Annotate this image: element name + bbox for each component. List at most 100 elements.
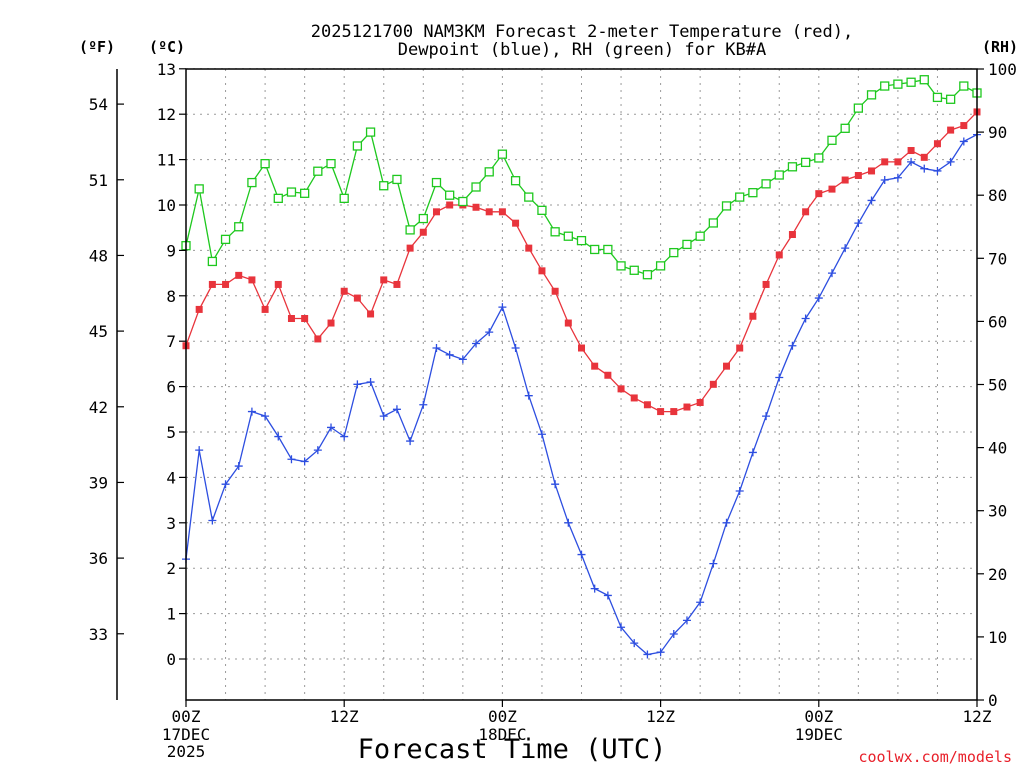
celsius-tick-label: 7: [166, 332, 176, 351]
rh-axis-ticks: 0 10 20 30 40 50 60 70 80 90 100: [977, 60, 1017, 710]
dewpoint-point: [472, 339, 481, 348]
rh-point: [629, 265, 639, 275]
dewpoint-point: [867, 196, 876, 205]
rh-point: [458, 196, 468, 207]
dewpoint-point: [696, 598, 705, 607]
dewpoint-point: [946, 157, 955, 166]
dewpoint-point: [419, 400, 428, 409]
dewpoint-point: [590, 584, 599, 593]
rh-point: [379, 181, 389, 191]
fahrenheit-tick-label: 39: [89, 473, 108, 492]
dewpoint-point: [722, 518, 731, 527]
rh-point: [945, 94, 956, 104]
rh-tick-label: 0: [988, 691, 998, 710]
dewpoint-point: [880, 176, 889, 185]
gridlines: [186, 68, 977, 700]
dewpoint-point: [445, 350, 454, 359]
rh-point: [576, 235, 587, 246]
rh-point: [194, 184, 204, 194]
celsius-tick-label: 0: [166, 650, 176, 669]
celsius-tick-label: 2: [166, 559, 176, 578]
rh-tick-label: 20: [988, 565, 1007, 584]
rh-series: [181, 75, 982, 280]
dewpoint-point: [801, 314, 810, 323]
dewpoint-point: [327, 423, 336, 432]
temperature-point: [854, 171, 862, 179]
celsius-tick-label: 6: [166, 378, 176, 397]
temperature-point: [446, 201, 454, 209]
rh-point: [853, 103, 863, 113]
celsius-tick-label: 1: [166, 605, 176, 624]
rh-point: [800, 157, 811, 168]
dewpoint-point: [775, 373, 784, 382]
temperature-point: [907, 147, 915, 155]
temperature-point: [709, 380, 717, 388]
dewpoint-point: [537, 430, 546, 439]
dewpoint-point: [669, 630, 678, 639]
rh-point: [497, 149, 508, 159]
temperature-point: [564, 319, 572, 327]
dewpoint-point: [788, 341, 797, 350]
rh-point: [445, 190, 455, 200]
dewpoint-point: [551, 480, 560, 489]
time-tick-year: 2025: [167, 742, 206, 761]
temperature-point: [815, 190, 823, 198]
temperature-point: [736, 344, 744, 352]
temperature-point: [432, 208, 440, 216]
celsius-tick-label: 12: [157, 105, 176, 124]
fahrenheit-tick-label: 45: [89, 322, 108, 341]
temperature-point: [960, 122, 968, 130]
dewpoint-point: [827, 269, 836, 278]
dewpoint-point: [603, 591, 612, 600]
rh-point: [550, 227, 560, 237]
temperature-point: [868, 167, 876, 175]
rh-point: [695, 231, 705, 241]
dewpoint-point: [353, 380, 362, 389]
fahrenheit-tick-label: 42: [89, 398, 108, 417]
temperature-point: [195, 305, 203, 313]
temperature-point: [498, 208, 506, 216]
temperature-point: [933, 140, 941, 148]
temperature-point: [327, 319, 335, 327]
temperature-point: [393, 280, 401, 288]
rh-point: [735, 192, 745, 202]
rh-tick-label: 60: [988, 312, 1007, 331]
rh-point: [827, 135, 837, 145]
rh-point: [708, 218, 718, 228]
dewpoint-point: [300, 457, 309, 466]
rh-point: [326, 158, 336, 169]
fahrenheit-tick-label: 51: [89, 171, 108, 190]
temperature-point: [802, 208, 810, 216]
rh-point: [207, 256, 218, 267]
dewpoint-point: [920, 164, 929, 173]
dewpoint-point: [682, 616, 691, 625]
temperature-point: [367, 310, 375, 318]
dewpoint-point: [366, 378, 375, 387]
dewpoint-point: [432, 344, 441, 353]
rh-point: [220, 234, 231, 245]
dewpoint-point: [287, 455, 296, 464]
temperature-point: [604, 371, 612, 379]
dewpoint-point: [735, 487, 744, 496]
dewpoint-point: [617, 623, 626, 632]
dewpoint-point: [893, 173, 902, 182]
fahrenheit-tick-label: 36: [89, 549, 108, 568]
celsius-tick-label: 4: [166, 468, 176, 487]
temperature-point: [788, 231, 796, 239]
rh-point: [537, 205, 547, 215]
fahrenheit-axis-ticks: 33 36 39 42 45 48 51 54: [89, 95, 124, 644]
credit-link[interactable]: coolwx.com/models: [858, 748, 1012, 766]
rh-tick-label: 80: [988, 186, 1007, 205]
temperature-point: [287, 315, 295, 322]
dewpoint-point: [709, 559, 718, 568]
temperature-point: [749, 312, 757, 320]
temperature-point: [353, 294, 361, 302]
rh-point: [234, 222, 244, 232]
rh-point: [748, 188, 758, 198]
rh-point: [932, 92, 943, 103]
dewpoint-point: [907, 157, 916, 166]
dewpoint-point: [498, 303, 507, 312]
dewpoint-point: [511, 344, 520, 353]
celsius-tick-label: 5: [166, 423, 176, 442]
temperature-point: [222, 280, 230, 288]
